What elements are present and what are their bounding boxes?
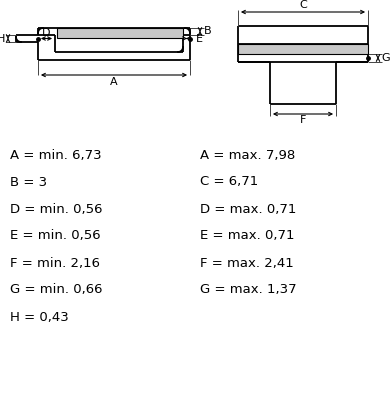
Text: E: E bbox=[196, 34, 203, 44]
Text: C: C bbox=[299, 0, 307, 10]
Text: A: A bbox=[110, 77, 118, 87]
Text: B = 3: B = 3 bbox=[10, 176, 47, 188]
Text: G = min. 0,66: G = min. 0,66 bbox=[10, 284, 102, 296]
Text: A = max. 7,98: A = max. 7,98 bbox=[200, 148, 295, 162]
Text: C = 6,71: C = 6,71 bbox=[200, 176, 258, 188]
Text: E = min. 0,56: E = min. 0,56 bbox=[10, 230, 101, 242]
Text: H = 0,43: H = 0,43 bbox=[10, 310, 69, 324]
Text: D = min. 0,56: D = min. 0,56 bbox=[10, 202, 102, 216]
Text: F: F bbox=[300, 115, 306, 125]
Text: D: D bbox=[42, 28, 51, 38]
Text: A = min. 6,73: A = min. 6,73 bbox=[10, 148, 102, 162]
Text: G = max. 1,37: G = max. 1,37 bbox=[200, 284, 297, 296]
Text: F = min. 2,16: F = min. 2,16 bbox=[10, 256, 100, 270]
Text: B: B bbox=[204, 26, 212, 36]
Bar bbox=[238, 44, 368, 54]
Text: H: H bbox=[0, 34, 5, 44]
Text: G: G bbox=[382, 53, 390, 63]
Bar bbox=[57, 28, 183, 38]
Text: F = max. 2,41: F = max. 2,41 bbox=[200, 256, 294, 270]
Text: E = max. 0,71: E = max. 0,71 bbox=[200, 230, 294, 242]
Text: D = max. 0,71: D = max. 0,71 bbox=[200, 202, 296, 216]
